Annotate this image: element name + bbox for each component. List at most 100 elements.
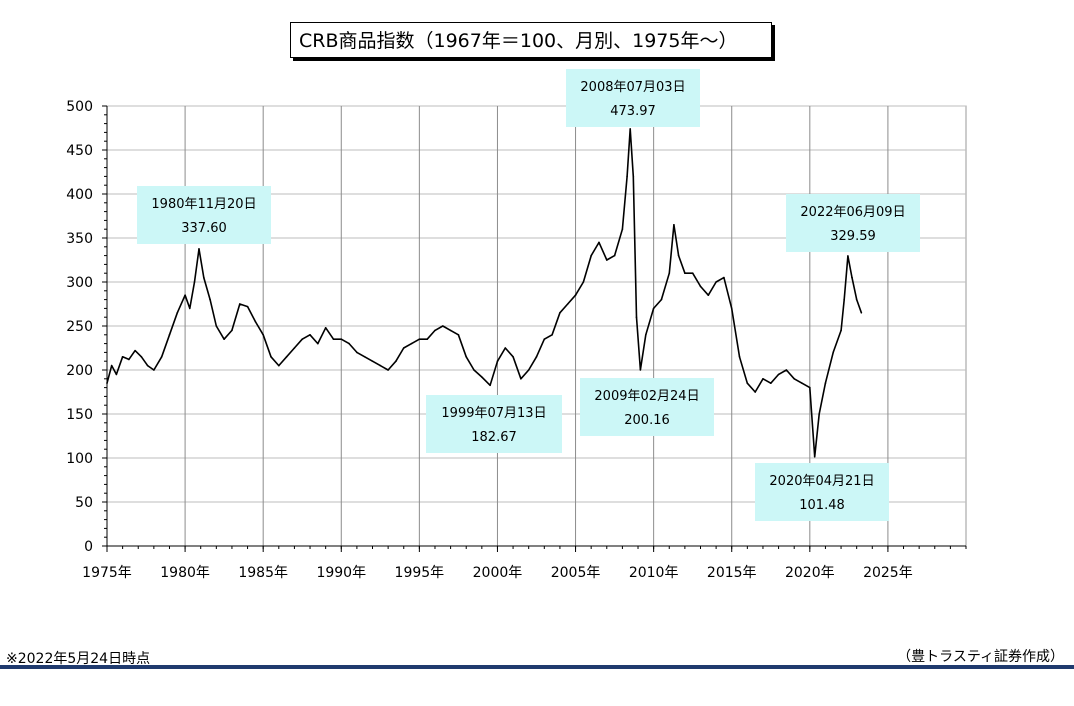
annotation-value: 101.48 xyxy=(799,498,845,513)
data-point xyxy=(332,338,335,341)
data-point xyxy=(134,349,136,352)
data-point xyxy=(457,334,460,336)
y-tick-label: 300 xyxy=(66,275,93,291)
annotation-bg xyxy=(137,186,271,244)
data-point xyxy=(691,272,694,275)
data-point xyxy=(813,455,816,458)
annotation-box: 2020年04月21日 101.48 xyxy=(755,463,889,521)
data-point xyxy=(489,384,491,387)
bottom-rule xyxy=(0,665,1074,669)
data-point xyxy=(535,356,538,358)
series-layer xyxy=(106,128,863,458)
data-point xyxy=(285,356,288,358)
data-point xyxy=(238,303,241,305)
y-tick-label: 350 xyxy=(66,231,93,247)
data-point xyxy=(160,356,163,358)
data-point xyxy=(559,312,561,314)
data-point xyxy=(106,382,108,385)
data-point xyxy=(699,285,702,288)
x-tick-label: 1980年 xyxy=(160,565,210,581)
data-point xyxy=(418,338,421,341)
chart-title: CRB商品指数（1967年＝100、月別、1975年～） xyxy=(290,22,772,58)
data-point xyxy=(746,382,749,385)
annotation-date: 1999年07月13日 xyxy=(441,406,546,421)
data-point xyxy=(356,351,358,354)
data-point xyxy=(348,342,350,345)
data-point xyxy=(110,364,113,367)
data-point xyxy=(176,312,179,314)
data-point xyxy=(645,334,647,336)
data-point xyxy=(840,329,842,332)
x-tick-label: 2015年 xyxy=(707,565,757,581)
y-tick-label: 450 xyxy=(66,143,93,159)
data-point xyxy=(590,254,592,257)
data-point xyxy=(512,356,514,358)
annotation-bg xyxy=(786,194,920,252)
data-point xyxy=(231,329,233,332)
data-point xyxy=(188,307,191,310)
data-point xyxy=(566,303,569,305)
data-point xyxy=(324,326,327,329)
data-point xyxy=(262,334,264,336)
data-point xyxy=(309,334,311,336)
data-point xyxy=(395,360,397,363)
data-point xyxy=(843,298,845,301)
annotation-layer: 1980年11月20日 337.60 1999年07月13日 182.67 2008年0… xyxy=(137,69,920,521)
annotation-date: 2020年04月21日 xyxy=(769,474,874,489)
data-point xyxy=(809,386,811,389)
data-point xyxy=(730,307,733,310)
data-point xyxy=(121,356,124,358)
data-point xyxy=(520,378,522,380)
annotation-date: 2008年07月03日 xyxy=(580,80,685,95)
data-point xyxy=(785,369,788,371)
annotation-box: 2009年02月24日 200.16 xyxy=(580,378,714,436)
data-point xyxy=(128,358,130,361)
data-point xyxy=(847,255,849,257)
x-tick-label: 1995年 xyxy=(395,565,445,581)
data-point xyxy=(434,329,436,332)
data-point xyxy=(193,281,196,283)
data-point xyxy=(551,334,553,336)
data-point xyxy=(621,228,624,230)
y-tick-label: 250 xyxy=(66,319,93,335)
y-tick-label: 200 xyxy=(66,363,93,379)
data-point xyxy=(184,294,186,297)
data-point xyxy=(387,369,389,371)
annotation-value: 337.60 xyxy=(181,221,227,236)
source-credit: （豊トラスティ証券作成） xyxy=(897,649,1064,665)
data-point xyxy=(635,316,638,319)
data-point xyxy=(168,334,171,336)
annotation-box: 1999年07月13日 182.67 xyxy=(426,395,562,453)
data-point xyxy=(629,128,632,130)
annotation-box: 1980年11月20日 337.60 xyxy=(137,186,271,244)
annotation-bg xyxy=(426,395,562,453)
data-point xyxy=(317,342,319,345)
data-point xyxy=(543,338,546,341)
y-tick-label: 0 xyxy=(84,539,93,555)
x-tick-label: 1975年 xyxy=(82,565,132,581)
annotation-bg xyxy=(580,378,714,436)
data-point xyxy=(574,294,577,297)
data-point xyxy=(402,347,405,349)
annotation-date: 2022年06月09日 xyxy=(800,205,905,220)
data-point xyxy=(660,298,663,301)
data-point xyxy=(496,360,499,363)
annotation-box: 2022年06月09日 329.59 xyxy=(786,194,920,252)
data-point xyxy=(824,382,827,385)
data-point xyxy=(153,369,155,371)
data-point xyxy=(598,241,600,244)
data-point xyxy=(762,378,764,380)
x-tick-label: 2025年 xyxy=(863,565,913,581)
data-point xyxy=(626,175,628,178)
data-point xyxy=(198,248,200,250)
annotation-box: 2008年07月03日 473.97 xyxy=(566,69,700,127)
chart-axes xyxy=(102,105,967,552)
x-tick-label: 2005年 xyxy=(551,565,601,581)
data-point xyxy=(527,369,530,371)
data-point xyxy=(860,312,863,314)
data-point xyxy=(270,356,272,358)
tick-labels: 0 50 100 150 200 250 300 350 400 450 500 1975年 1980年… xyxy=(66,99,912,581)
data-point xyxy=(801,382,803,385)
data-point xyxy=(652,307,655,310)
footnote: ※2022年5月24日時点 xyxy=(6,651,151,667)
